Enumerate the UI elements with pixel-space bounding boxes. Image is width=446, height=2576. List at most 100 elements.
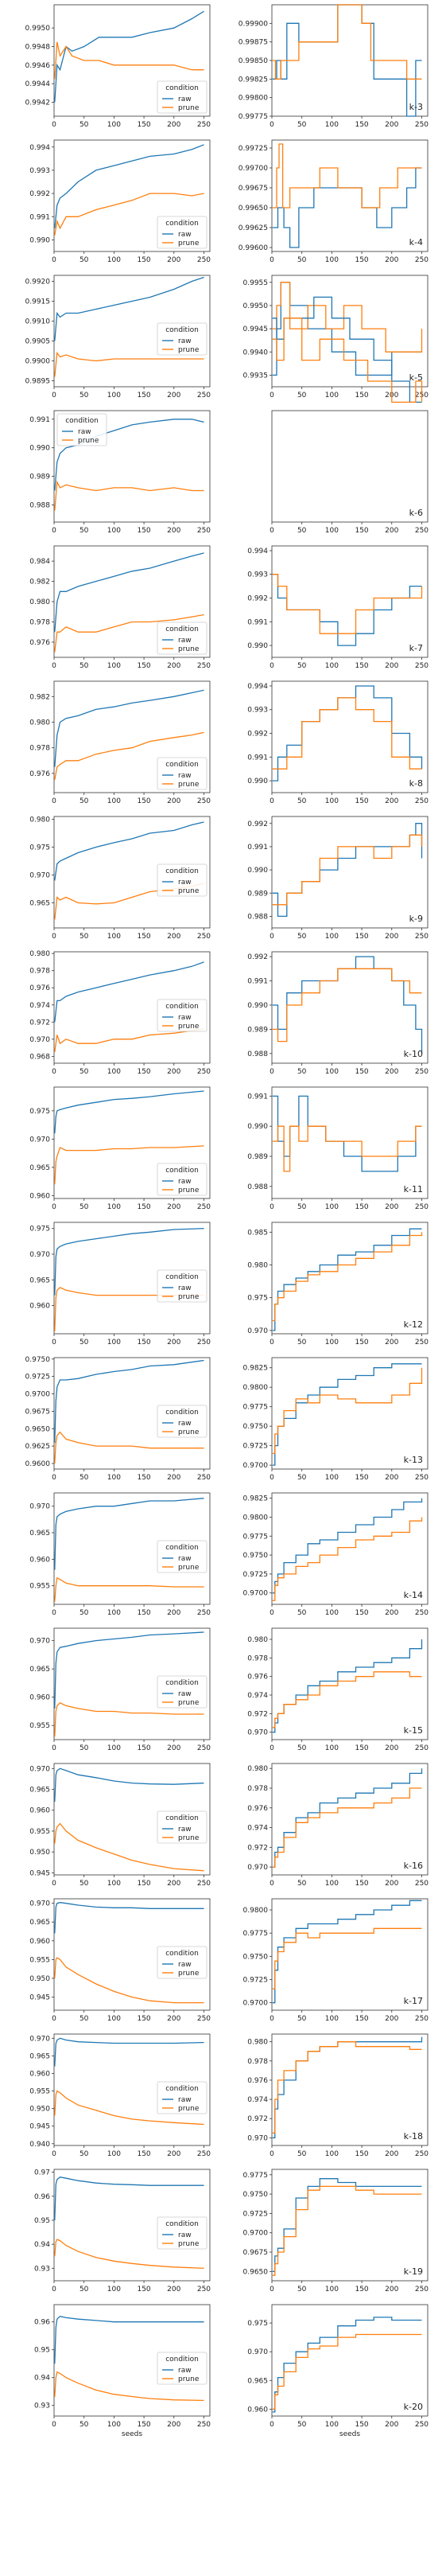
y-tick-label: 0.9946 [25, 62, 51, 70]
legend-label-prune: prune [178, 1293, 200, 1301]
x-tick-label: 100 [325, 2150, 339, 2158]
y-tick-label: 0.950 [29, 2106, 50, 2114]
x-tick-label: 100 [107, 1339, 121, 1346]
series-prune-line [272, 2333, 422, 2410]
x-tick-label: 50 [80, 1339, 89, 1346]
y-tick-label: 0.9825 [243, 1495, 269, 1503]
y-tick-label: 0.975 [29, 1226, 50, 1233]
x-tick-label: 100 [107, 256, 121, 264]
series-raw-line [272, 2036, 423, 2138]
y-tick-label: 0.9948 [25, 44, 51, 52]
chart-row: 0 50 100 150 200 250 0.9600 0.9625 0.9650 0.9675 0… [25, 1356, 429, 1482]
x-tick-label: 100 [325, 1203, 339, 1211]
y-tick-label: 0.991 [247, 1093, 268, 1101]
legend-title: condition [165, 1167, 199, 1175]
x-tick-label: 200 [385, 2286, 398, 2293]
x-tick-label: 150 [137, 256, 150, 264]
y-tick-label: 0.94 [34, 2375, 50, 2383]
x-tick-label: 100 [107, 527, 121, 535]
x-tick-label: 200 [385, 121, 398, 129]
series-raw-line [54, 821, 204, 881]
series-prune-line [54, 1145, 204, 1185]
legend-label-raw: raw [178, 337, 192, 345]
x-tick-label: 200 [385, 662, 398, 670]
x-tick-label: 250 [197, 662, 211, 670]
x-tick-label: 0 [270, 1744, 274, 1752]
legend-label-raw: raw [178, 2231, 192, 2239]
y-tick-label: 0.99850 [239, 57, 268, 65]
series-raw-line [272, 1900, 422, 2004]
chart-row: 0 50 100 150 200 250 0.955 0.960 0.965 0.970 condi… [29, 1492, 429, 1617]
x-tick-label: 0 [52, 256, 56, 264]
x-tick-label: 200 [167, 1339, 180, 1346]
y-tick-label: 0.991 [247, 618, 268, 626]
y-tick-label: 0.993 [29, 167, 50, 175]
x-tick-label: 0 [270, 1068, 274, 1076]
legend-box [157, 1405, 207, 1438]
y-tick-label: 0.989 [247, 1026, 268, 1034]
x-tick-label: 100 [325, 933, 339, 941]
x-tick-label: 50 [297, 2286, 307, 2293]
series-raw-line [272, 1498, 423, 1594]
x-tick-label: 50 [297, 527, 307, 535]
y-tick-label: 0.972 [29, 1019, 50, 1027]
y-tick-label: 0.968 [29, 1053, 50, 1061]
legend-title: condition [165, 1409, 199, 1417]
series-raw-line [272, 1363, 422, 1466]
y-tick-label: 0.9935 [243, 372, 269, 380]
legend-title: condition [165, 1679, 199, 1687]
series-prune-line [54, 1702, 204, 1737]
y-tick-label: 0.9725 [243, 1977, 269, 1985]
y-tick-label: 0.9775 [243, 2172, 269, 2180]
left-panel: 0 50 100 150 200 250 0.960 0.965 0.970 0.975 condi… [29, 1086, 211, 1211]
x-tick-label: 150 [137, 1339, 150, 1346]
y-tick-label: 0.95 [34, 2347, 50, 2355]
x-tick-label: 50 [80, 933, 89, 941]
x-tick-label: 250 [197, 392, 211, 399]
legend-box [157, 2352, 207, 2385]
legend-box [157, 2081, 207, 2114]
x-tick-label: 100 [107, 1880, 121, 1888]
series-raw-line [54, 276, 204, 341]
chart-row: 0 50 100 150 200 250 0.960 0.965 0.970 0.975 condi… [29, 1222, 429, 1346]
x-tick-label: 150 [355, 2015, 368, 2023]
y-tick-label: 0.984 [29, 558, 50, 566]
x-tick-label: 100 [107, 662, 121, 670]
x-tick-label: 200 [385, 2150, 398, 2158]
y-tick-label: 0.992 [247, 731, 268, 739]
y-tick-label: 0.970 [247, 2348, 268, 2356]
y-tick-label: 0.976 [29, 639, 50, 647]
series-prune-line [272, 1671, 422, 1728]
y-tick-label: 0.9675 [243, 2249, 269, 2257]
x-tick-label: 250 [197, 2421, 211, 2429]
axes-frame [271, 2033, 429, 2146]
y-tick-label: 0.965 [247, 2377, 268, 2385]
y-tick-label: 0.9725 [243, 1571, 269, 1579]
y-tick-label: 0.99625 [239, 224, 268, 232]
x-tick-label: 200 [385, 1474, 398, 1482]
x-tick-label: 50 [297, 392, 307, 399]
x-tick-label: 150 [355, 662, 368, 670]
y-tick-label: 0.9700 [243, 2230, 269, 2238]
y-tick-label: 0.982 [29, 579, 50, 587]
series-prune-line [54, 1028, 204, 1053]
x-tick-label: 200 [167, 392, 180, 399]
y-tick-label: 0.99725 [239, 145, 268, 153]
x-tick-label: 50 [80, 1068, 89, 1076]
y-tick-label: 0.94 [34, 2241, 50, 2249]
x-tick-label: 200 [167, 1609, 180, 1617]
legend-title: condition [165, 2085, 199, 2093]
right-panel: 0 50 100 150 200 250 0.9700 0.9725 0.9750 0.9775 0… [243, 1492, 429, 1617]
x-tick-label: 250 [415, 2015, 429, 2023]
legend-label-prune: prune [178, 1834, 200, 1842]
series-raw-line [272, 823, 423, 918]
legend-label-prune: prune [178, 1023, 200, 1031]
y-tick-label: 0.982 [29, 693, 50, 701]
y-tick-label: 0.9750 [243, 1423, 269, 1431]
chart-row: 0 50 100 150 200 250 0.988 0.989 0.990 0.991 condi… [29, 296, 429, 535]
series-raw-line [272, 685, 423, 781]
